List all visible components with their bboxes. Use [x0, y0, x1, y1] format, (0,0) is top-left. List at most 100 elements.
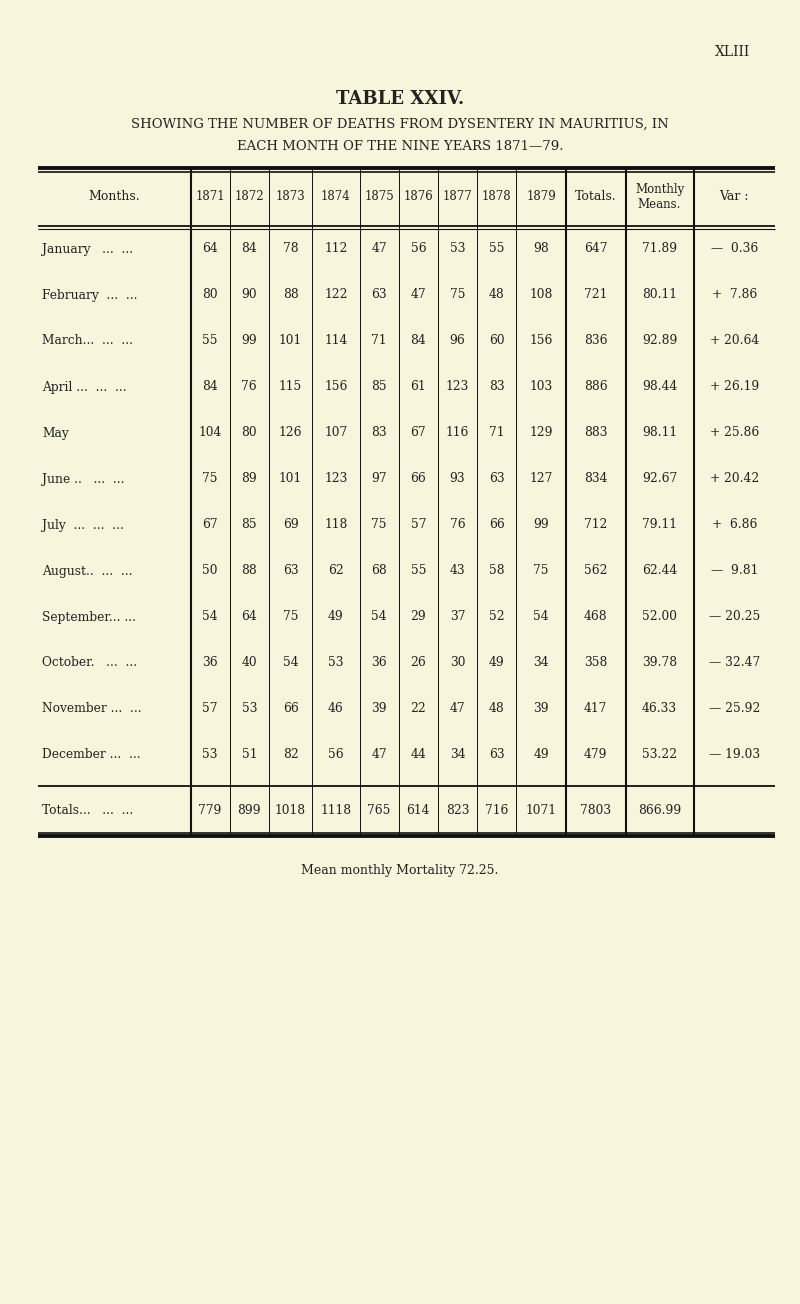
Text: 122: 122: [324, 288, 348, 301]
Text: 103: 103: [530, 381, 553, 394]
Text: 98.11: 98.11: [642, 426, 677, 439]
Text: Totals.: Totals.: [575, 190, 617, 203]
Text: + 26.19: + 26.19: [710, 381, 759, 394]
Text: 1873: 1873: [276, 190, 306, 203]
Text: 30: 30: [450, 656, 466, 669]
Text: — 20.25: — 20.25: [709, 610, 760, 623]
Text: 98: 98: [533, 243, 549, 256]
Text: 22: 22: [410, 703, 426, 716]
Text: 82: 82: [282, 748, 298, 762]
Text: Means.: Means.: [638, 197, 682, 210]
Text: 721: 721: [584, 288, 607, 301]
Text: 468: 468: [584, 610, 607, 623]
Text: April ...  ...  ...: April ... ... ...: [42, 381, 126, 394]
Text: 96: 96: [450, 335, 466, 347]
Text: 1118: 1118: [320, 805, 351, 818]
Text: 99: 99: [533, 519, 549, 532]
Text: 34: 34: [450, 748, 466, 762]
Text: 54: 54: [282, 656, 298, 669]
Text: 29: 29: [410, 610, 426, 623]
Text: 7803: 7803: [580, 805, 611, 818]
Text: 53: 53: [242, 703, 257, 716]
Text: November ...  ...: November ... ...: [42, 703, 142, 716]
Text: 79.11: 79.11: [642, 519, 677, 532]
Text: 34: 34: [534, 656, 549, 669]
Text: 92.67: 92.67: [642, 472, 677, 485]
Text: 84: 84: [202, 381, 218, 394]
Text: 40: 40: [242, 656, 257, 669]
Text: 88: 88: [282, 288, 298, 301]
Text: — 19.03: — 19.03: [709, 748, 760, 762]
Text: 1874: 1874: [321, 190, 350, 203]
Text: 66: 66: [489, 519, 505, 532]
Text: 50: 50: [202, 565, 218, 578]
Text: 883: 883: [584, 426, 607, 439]
Text: 76: 76: [242, 381, 257, 394]
Text: 52: 52: [489, 610, 505, 623]
Text: 899: 899: [238, 805, 261, 818]
Text: 647: 647: [584, 243, 607, 256]
Text: 44: 44: [410, 748, 426, 762]
Text: 26: 26: [410, 656, 426, 669]
Text: 71: 71: [371, 335, 387, 347]
Text: 80: 80: [202, 288, 218, 301]
Text: —  9.81: — 9.81: [710, 565, 758, 578]
Text: 78: 78: [282, 243, 298, 256]
Text: Var :: Var :: [719, 190, 749, 203]
Text: 1871: 1871: [195, 190, 225, 203]
Text: 156: 156: [530, 335, 553, 347]
Text: 76: 76: [450, 519, 466, 532]
Text: 116: 116: [446, 426, 470, 439]
Text: 71.89: 71.89: [642, 243, 677, 256]
Text: TABLE XXIV.: TABLE XXIV.: [336, 90, 464, 108]
Text: 53: 53: [202, 748, 218, 762]
Text: 118: 118: [324, 519, 347, 532]
Text: 98.44: 98.44: [642, 381, 678, 394]
Text: 866.99: 866.99: [638, 805, 681, 818]
Text: 37: 37: [450, 610, 466, 623]
Text: October.   ...  ...: October. ... ...: [42, 656, 137, 669]
Text: 62: 62: [328, 565, 344, 578]
Text: August..  ...  ...: August.. ... ...: [42, 565, 133, 578]
Text: 56: 56: [410, 243, 426, 256]
Text: 49: 49: [533, 748, 549, 762]
Text: 75: 75: [450, 288, 466, 301]
Text: 90: 90: [242, 288, 257, 301]
Text: + 20.42: + 20.42: [710, 472, 759, 485]
Text: 55: 55: [202, 335, 218, 347]
Text: 101: 101: [279, 335, 302, 347]
Text: + 20.64: + 20.64: [710, 335, 759, 347]
Text: 84: 84: [242, 243, 257, 256]
Text: 69: 69: [282, 519, 298, 532]
Text: + 25.86: + 25.86: [710, 426, 759, 439]
Text: — 25.92: — 25.92: [709, 703, 760, 716]
Text: 88: 88: [242, 565, 257, 578]
Text: +  7.86: + 7.86: [712, 288, 757, 301]
Text: 49: 49: [328, 610, 344, 623]
Text: June ..   ...  ...: June .. ... ...: [42, 472, 125, 485]
Text: 57: 57: [410, 519, 426, 532]
Text: 55: 55: [410, 565, 426, 578]
Text: 80.11: 80.11: [642, 288, 677, 301]
Text: 108: 108: [530, 288, 553, 301]
Text: 63: 63: [489, 472, 505, 485]
Text: 66: 66: [410, 472, 426, 485]
Text: 48: 48: [489, 288, 505, 301]
Text: 75: 75: [371, 519, 387, 532]
Text: 46: 46: [328, 703, 344, 716]
Text: 126: 126: [278, 426, 302, 439]
Text: September... ...: September... ...: [42, 610, 136, 623]
Text: 63: 63: [282, 565, 298, 578]
Text: 101: 101: [279, 472, 302, 485]
Text: January   ...  ...: January ... ...: [42, 243, 133, 256]
Text: 114: 114: [324, 335, 347, 347]
Text: 60: 60: [489, 335, 505, 347]
Text: 75: 75: [202, 472, 218, 485]
Text: 80: 80: [242, 426, 257, 439]
Text: 1875: 1875: [364, 190, 394, 203]
Text: 1876: 1876: [403, 190, 434, 203]
Text: 97: 97: [371, 472, 387, 485]
Text: 886: 886: [584, 381, 607, 394]
Text: 43: 43: [450, 565, 466, 578]
Text: 62.44: 62.44: [642, 565, 678, 578]
